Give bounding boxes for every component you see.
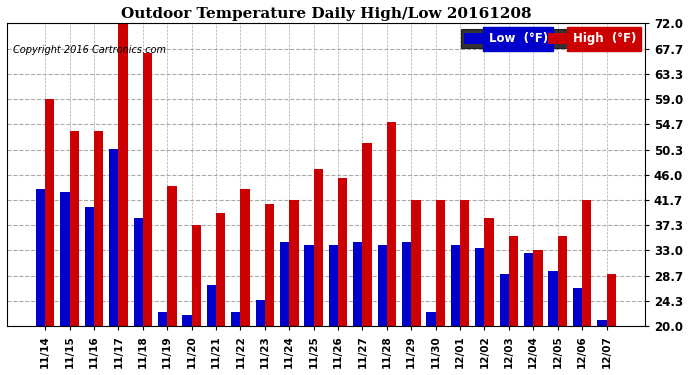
Bar: [460, 200, 469, 375]
Bar: [265, 204, 274, 375]
Bar: [119, 21, 128, 375]
Bar: [524, 254, 533, 375]
Bar: [426, 312, 435, 375]
Bar: [451, 244, 460, 375]
Bar: [387, 123, 396, 375]
Bar: [435, 200, 445, 375]
Legend: Low  (°F), High  (°F): Low (°F), High (°F): [461, 29, 639, 48]
Bar: [85, 207, 94, 375]
Bar: [304, 244, 314, 375]
Bar: [60, 192, 70, 375]
Bar: [573, 288, 582, 375]
Bar: [167, 186, 177, 375]
Bar: [549, 271, 558, 375]
Bar: [533, 251, 542, 375]
Bar: [582, 200, 591, 375]
Bar: [192, 225, 201, 375]
Bar: [240, 189, 250, 375]
Bar: [143, 53, 152, 375]
Bar: [509, 236, 518, 375]
Bar: [109, 148, 119, 375]
Bar: [280, 242, 289, 375]
Bar: [158, 312, 167, 375]
Bar: [362, 143, 372, 375]
Bar: [353, 242, 362, 375]
Bar: [46, 99, 55, 375]
Bar: [289, 200, 299, 375]
Bar: [182, 315, 192, 375]
Bar: [484, 219, 494, 375]
Bar: [411, 200, 420, 375]
Bar: [314, 169, 323, 375]
Bar: [475, 248, 484, 375]
Title: Outdoor Temperature Daily High/Low 20161208: Outdoor Temperature Daily High/Low 20161…: [121, 7, 531, 21]
Bar: [94, 131, 104, 375]
Bar: [377, 244, 387, 375]
Bar: [338, 178, 347, 375]
Bar: [607, 274, 615, 375]
Bar: [500, 274, 509, 375]
Bar: [216, 213, 226, 375]
Text: Copyright 2016 Cartronics.com: Copyright 2016 Cartronics.com: [13, 45, 166, 55]
Bar: [598, 320, 607, 375]
Bar: [329, 244, 338, 375]
Bar: [231, 312, 240, 375]
Bar: [70, 131, 79, 375]
Bar: [255, 300, 265, 375]
Bar: [36, 189, 46, 375]
Bar: [207, 285, 216, 375]
Bar: [134, 219, 143, 375]
Bar: [402, 242, 411, 375]
Bar: [558, 236, 567, 375]
